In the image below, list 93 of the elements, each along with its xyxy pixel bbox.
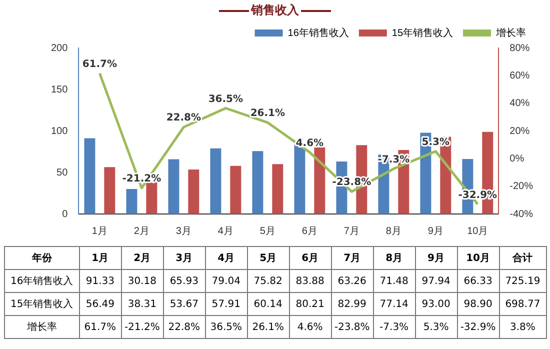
data-label: 97.94: [415, 270, 458, 292]
x-tick-label: 10月: [467, 226, 488, 237]
y-tick-label: 150: [50, 84, 68, 96]
text: 年份: [4, 246, 80, 270]
data-label: 53.67: [163, 292, 206, 316]
data-label: -21.2%: [121, 316, 164, 338]
y-tick-label: 0: [62, 208, 68, 220]
x-tick-label: 8月: [386, 226, 402, 237]
bar: [272, 164, 284, 214]
x-tick-label: 7月: [344, 226, 360, 237]
y-tick-label: 50: [56, 167, 68, 178]
x-tick-label: 6月: [302, 226, 318, 237]
legend-label: 增长率: [495, 26, 526, 39]
text: 22.8%: [166, 112, 202, 124]
bar: [210, 148, 222, 214]
bar: [252, 151, 264, 214]
text: 5.3%: [422, 136, 450, 148]
data-label: 65.93: [163, 270, 206, 292]
category-label: 1月: [92, 253, 109, 264]
bar: [126, 188, 138, 214]
text: 15年销售收入: [10, 299, 74, 310]
data-label: 75.82: [247, 270, 290, 292]
data-label: 36.5%: [205, 316, 248, 338]
category-label: 6月: [302, 253, 319, 264]
data-label: 71.48: [373, 270, 416, 292]
text: -32.9%: [458, 190, 498, 201]
data-label: 60.14: [247, 292, 290, 316]
text: 61.7%: [82, 58, 118, 70]
text: 合计: [499, 246, 546, 270]
text: 26.1%: [250, 108, 286, 120]
data-label: 5.3%: [415, 316, 458, 338]
x-tick-label: 4月: [218, 226, 234, 237]
bar: [230, 166, 242, 214]
data-label: 4.6%: [289, 316, 332, 338]
data-label: 63.26: [331, 270, 374, 292]
text: 698.77: [499, 292, 546, 316]
category-label: 3月: [176, 253, 193, 264]
y2-tick-label: 60%: [510, 70, 530, 82]
bar: [168, 159, 180, 214]
data-label: 80.21: [289, 292, 332, 316]
category-label: 8月: [386, 253, 403, 264]
data-label: 56.49: [79, 292, 122, 316]
category-label: 7月: [344, 253, 361, 264]
x-tick-label: 1月: [92, 226, 108, 237]
category-label: 9月: [428, 253, 445, 264]
data-label: 93.00: [415, 292, 458, 316]
x-tick-label: 3月: [176, 226, 192, 237]
text: 增长率: [26, 322, 57, 333]
data-label: 57.91: [205, 292, 248, 316]
legend-label: 15年销售收入: [392, 26, 453, 39]
category-label: 2月: [134, 253, 151, 264]
data-label: 30.18: [121, 270, 164, 292]
data-label: -32.9%: [457, 316, 500, 338]
bar: [188, 169, 200, 214]
data-label: -7.3%: [373, 316, 416, 338]
legend-label: 16年销售收入: [288, 26, 349, 39]
data-label: 61.7%: [79, 316, 122, 338]
bar: [146, 182, 158, 214]
y2-tick-label: 80%: [510, 42, 530, 54]
category-label: 4月: [218, 253, 235, 264]
y2-tick-label: 20%: [510, 126, 530, 137]
text: -7.3%: [378, 154, 410, 166]
y2-tick-label: 0%: [510, 153, 524, 164]
x-tick-label: 2月: [134, 226, 150, 237]
data-label: 38.31: [121, 292, 164, 316]
bar: [314, 147, 326, 214]
text: 36.5%: [208, 94, 244, 105]
x-tick-label: 9月: [428, 226, 444, 237]
chart-title: 销售收入: [251, 2, 299, 19]
y2-tick-label: -20%: [510, 181, 534, 192]
text: 16年销售收入: [10, 276, 74, 287]
data-label: 26.1%: [247, 316, 290, 338]
data-label: 66.33: [457, 270, 500, 292]
data-label: 82.99: [331, 292, 374, 316]
data-label: 79.04: [205, 270, 248, 292]
y-tick-label: 200: [50, 42, 68, 54]
text: 725.19: [499, 270, 546, 292]
data-label: 98.90: [457, 292, 500, 316]
x-tick-label: 5月: [260, 226, 276, 237]
bar: [104, 167, 116, 214]
y2-tick-label: -40%: [510, 208, 534, 220]
category-label: 5月: [260, 253, 277, 264]
bar: [84, 138, 96, 214]
y-tick-label: 100: [50, 126, 68, 137]
y2-tick-label: 40%: [510, 98, 530, 110]
data-label: -23.8%: [331, 316, 374, 338]
text: 3.8%: [499, 316, 546, 338]
category-label: 10月: [466, 253, 490, 264]
data-label: 83.88: [289, 270, 332, 292]
data-label: 22.8%: [163, 316, 206, 338]
data-label: 91.33: [79, 270, 122, 292]
text: -23.8%: [332, 177, 372, 188]
data-label: 77.14: [373, 292, 416, 316]
